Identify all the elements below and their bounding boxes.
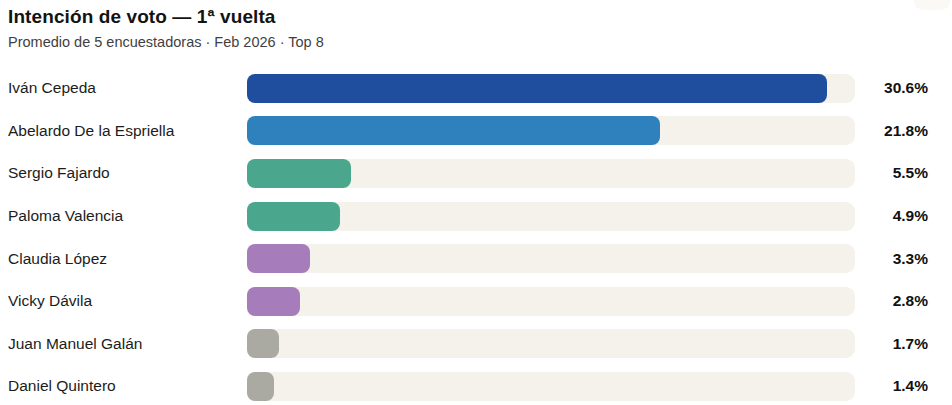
bar-track bbox=[247, 202, 855, 231]
bar-track bbox=[247, 159, 855, 188]
candidate-label: Vicky Dávila bbox=[0, 292, 247, 310]
value-label: 5.5% bbox=[855, 164, 952, 182]
candidate-label: Iván Cepeda bbox=[0, 79, 247, 97]
value-label: 2.8% bbox=[855, 292, 952, 310]
candidate-label: Sergio Fajardo bbox=[0, 164, 247, 182]
bar-row: Juan Manuel Galán 1.7% bbox=[0, 323, 952, 366]
bar-row: Abelardo De la Espriella 21.8% bbox=[0, 110, 952, 153]
candidate-label: Paloma Valencia bbox=[0, 207, 247, 225]
chart-header: Intención de voto — 1ª vuelta Promedio d… bbox=[0, 0, 952, 52]
candidate-label: Claudia López bbox=[0, 250, 247, 268]
bar-row: Paloma Valencia 4.9% bbox=[0, 195, 952, 238]
value-label: 4.9% bbox=[855, 207, 952, 225]
bar-row: Vicky Dávila 2.8% bbox=[0, 280, 952, 323]
bar-fill bbox=[247, 329, 279, 358]
bar-row: Daniel Quintero 1.4% bbox=[0, 365, 952, 405]
candidate-label: Daniel Quintero bbox=[0, 377, 247, 395]
bar-row: Iván Cepeda 30.6% bbox=[0, 67, 952, 110]
value-label: 21.8% bbox=[855, 122, 952, 140]
chart-card: Intención de voto — 1ª vuelta Promedio d… bbox=[0, 0, 952, 405]
bar-fill bbox=[247, 202, 340, 231]
bar-fill bbox=[247, 159, 351, 188]
bar-fill bbox=[247, 372, 274, 401]
bar-fill bbox=[247, 116, 660, 145]
value-label: 30.6% bbox=[855, 79, 952, 97]
value-label: 3.3% bbox=[855, 250, 952, 268]
bar-track bbox=[247, 372, 855, 401]
bar-track bbox=[247, 244, 855, 273]
bar-fill bbox=[247, 287, 300, 316]
candidate-label: Juan Manuel Galán bbox=[0, 335, 247, 353]
bar-row: Sergio Fajardo 5.5% bbox=[0, 152, 952, 195]
value-label: 1.7% bbox=[855, 335, 952, 353]
bar-chart: Iván Cepeda 30.6% Abelardo De la Espriel… bbox=[0, 67, 952, 405]
value-label: 1.4% bbox=[855, 377, 952, 395]
chart-subtitle: Promedio de 5 encuestadoras · Feb 2026 ·… bbox=[8, 32, 952, 52]
bar-track bbox=[247, 329, 855, 358]
candidate-label: Abelardo De la Espriella bbox=[0, 122, 247, 140]
bar-fill bbox=[247, 244, 310, 273]
cutoff-topright-element bbox=[914, 0, 950, 10]
bar-track bbox=[247, 74, 855, 103]
bar-track bbox=[247, 287, 855, 316]
bar-fill bbox=[247, 74, 827, 103]
bar-track bbox=[247, 116, 855, 145]
bar-row: Claudia López 3.3% bbox=[0, 237, 952, 280]
chart-title: Intención de voto — 1ª vuelta bbox=[8, 4, 952, 30]
